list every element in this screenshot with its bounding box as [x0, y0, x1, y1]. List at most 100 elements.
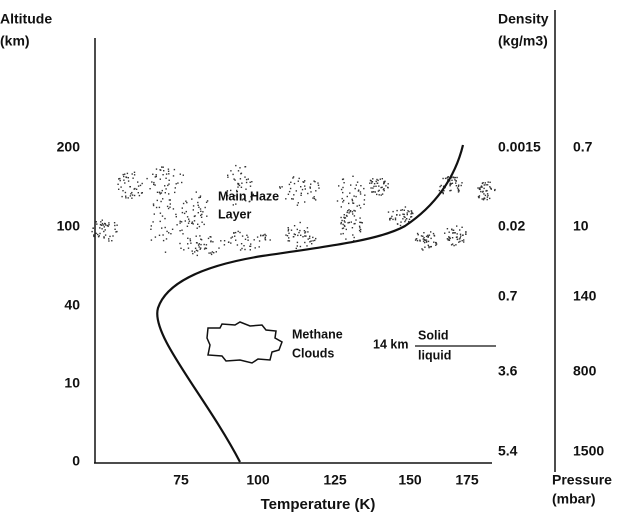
haze-dot [309, 235, 311, 237]
haze-dot [125, 197, 127, 199]
haze-dot [114, 228, 116, 230]
haze-dot [132, 177, 134, 179]
haze-dot [164, 217, 166, 220]
haze-dot [103, 236, 105, 238]
haze-dot [478, 196, 480, 199]
haze-dot [381, 193, 384, 195]
haze-dot [127, 197, 129, 199]
haze-dot [354, 210, 356, 212]
haze-dot [185, 210, 187, 213]
haze-dot [235, 239, 237, 241]
haze-dot [369, 179, 372, 182]
haze-dot [359, 191, 362, 193]
haze-dot [479, 188, 481, 191]
haze-dot [141, 192, 143, 194]
haze-dot [129, 195, 132, 197]
haze-dot [237, 183, 239, 186]
haze-dot [378, 189, 380, 192]
haze-dot [433, 234, 435, 237]
haze-dot [341, 197, 343, 200]
haze-dot [372, 178, 374, 180]
haze-dot [387, 183, 389, 185]
haze-dot [422, 240, 425, 242]
haze-dot [187, 237, 189, 239]
haze-dot [258, 246, 260, 248]
haze-dot [168, 193, 170, 195]
haze-dot [416, 240, 419, 242]
haze-dot [285, 234, 287, 236]
haze-dot [247, 236, 249, 238]
haze-dot [421, 248, 423, 250]
cloud-shape [206, 321, 283, 364]
haze-dot [370, 187, 372, 189]
haze-dot [122, 190, 124, 192]
haze-dot [173, 168, 176, 171]
haze-dot [355, 219, 357, 221]
haze-dot [156, 199, 158, 202]
haze-dot [120, 186, 122, 188]
haze-dot [162, 174, 164, 176]
haze-dot [264, 239, 267, 241]
haze-dot [182, 202, 185, 205]
haze-dot [100, 221, 102, 223]
haze-dot [164, 251, 167, 253]
haze-dot [294, 233, 296, 236]
haze-dot [370, 180, 372, 182]
haze-dot [93, 235, 95, 238]
haze-dot [483, 198, 485, 200]
haze-dot [302, 236, 304, 238]
density-title: (kg/m3) [498, 33, 548, 49]
haze-dot [108, 222, 110, 224]
x-tick-label: 175 [455, 472, 479, 488]
haze-dot [494, 188, 496, 191]
haze-dot [191, 221, 194, 223]
haze-dot [235, 203, 237, 205]
haze-dot [344, 225, 346, 227]
haze-dot [119, 177, 121, 180]
haze-dot [408, 218, 411, 220]
haze-dot [463, 241, 465, 243]
haze-dot [234, 235, 236, 237]
haze-dot [350, 184, 352, 186]
haze-dot [167, 168, 170, 170]
haze-dot [242, 198, 245, 200]
annotation: 14 km [373, 337, 408, 351]
haze-dot [95, 232, 97, 235]
haze-dot [139, 184, 142, 187]
haze-dot [108, 238, 110, 240]
haze-dot [313, 198, 316, 200]
haze-dot [489, 197, 491, 200]
density-title: Density [498, 11, 549, 27]
haze-dot [199, 195, 202, 197]
haze-dot [287, 227, 289, 229]
haze-dot [448, 236, 451, 239]
haze-dot [449, 182, 451, 184]
haze-dot [456, 238, 459, 240]
haze-dot [410, 213, 412, 215]
haze-dot [97, 233, 99, 236]
pressure-value: 800 [573, 363, 597, 379]
haze-dot [183, 212, 186, 215]
haze-dot [239, 231, 241, 234]
haze-dot [158, 234, 161, 236]
haze-dot [358, 229, 361, 232]
haze-dot [168, 183, 170, 185]
haze-dot [187, 247, 190, 249]
haze-dot [447, 176, 449, 178]
haze-dot [435, 243, 438, 245]
haze-dot [158, 206, 161, 209]
haze-dot [195, 249, 198, 251]
haze-dot [305, 235, 307, 237]
haze-dot [442, 192, 444, 195]
haze-dot [403, 213, 405, 216]
haze-dot [427, 235, 430, 238]
haze-dot [458, 241, 460, 243]
haze-dot [129, 186, 131, 188]
haze-dot [293, 233, 295, 235]
haze-dot [363, 203, 365, 205]
haze-dot [190, 242, 192, 244]
haze-dot [175, 213, 177, 216]
pressure-value: 0.7 [573, 139, 593, 155]
haze-dot [154, 236, 157, 238]
